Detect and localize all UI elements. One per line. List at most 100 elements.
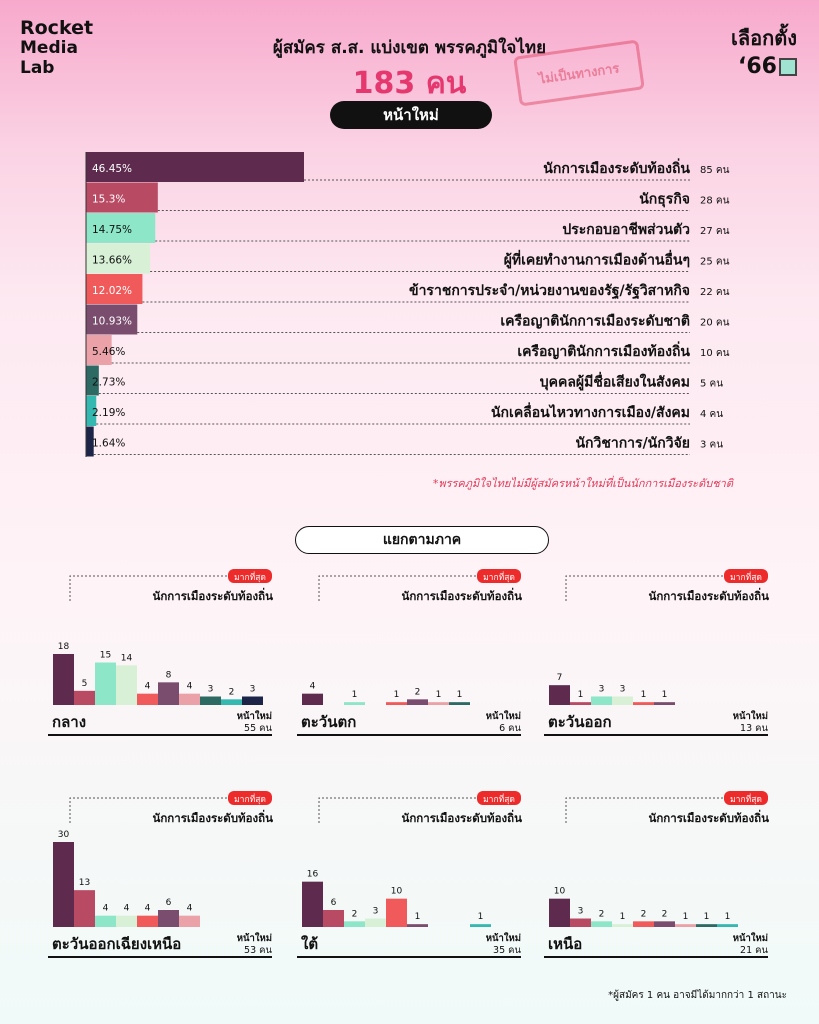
- region-bar-value: 4: [124, 904, 130, 914]
- election-badge: เลือกตั้ง ‘66: [731, 22, 797, 79]
- region-bar-value: 7: [557, 673, 563, 683]
- region-bar-value: 3: [620, 685, 626, 695]
- top-tag-badge: [724, 569, 768, 583]
- main-count-label: 85 คน: [700, 165, 730, 176]
- main-percent-label: 2.73%: [92, 377, 125, 389]
- region-bar-8: [200, 696, 221, 705]
- region-section-pill: แยกตามภาค: [295, 526, 549, 554]
- region-bar-value: 14: [121, 653, 133, 663]
- top-leader: [565, 797, 732, 823]
- region-bar-1: [302, 693, 323, 705]
- top-tag-label: มากที่สุด: [483, 793, 515, 805]
- main-category-label: นักเคลื่อนไหวทางการเมือง/สังคม: [491, 402, 690, 421]
- main-count-label: 28 คน: [700, 196, 730, 207]
- region-bar-9: [717, 924, 738, 927]
- top-category-label: นักการเมืองระดับท้องถิ่น: [401, 809, 522, 825]
- region-bar-6: [654, 702, 675, 705]
- region-bar-value: 3: [578, 907, 584, 917]
- region-name: ตะวันออกเฉียงเหนือ: [52, 935, 181, 953]
- main-category-label: บุคคลผู้มีชื่อเสียงในสังคม: [540, 372, 690, 391]
- region-bar-4: [116, 665, 137, 705]
- region-total-label: หน้าใหม่: [237, 710, 272, 722]
- top-category-label: นักการเมืองระดับท้องถิ่น: [152, 809, 273, 825]
- region-total-value: 53 คน: [244, 945, 272, 956]
- top-category-label: นักการเมืองระดับท้องถิ่น: [401, 587, 522, 603]
- top-tag-label: มากที่สุด: [730, 571, 762, 583]
- top-tag-badge: [228, 791, 272, 805]
- region-bar-4: [116, 915, 137, 927]
- region-bar-value: 1: [478, 912, 484, 922]
- region-bar-8: [449, 702, 470, 705]
- region-bar-value: 1: [394, 690, 400, 700]
- main-category-label: นักการเมืองระดับท้องถิ่น: [543, 158, 690, 177]
- region-bar-value: 10: [391, 887, 403, 897]
- region-bar-value: 1: [352, 690, 358, 700]
- region-bar-7: [428, 702, 449, 705]
- region-bar-value: 1: [620, 912, 626, 922]
- region-bar-1: [549, 898, 570, 927]
- main-bar-4: [86, 243, 151, 274]
- main-count-label: 4 คน: [700, 409, 723, 420]
- main-percent-label: 2.19%: [92, 407, 125, 419]
- region-panel-central: มากที่สุด นักการเมืองระดับท้องถิ่น 18 5 15 14…: [48, 566, 278, 756]
- region-bar-5: [137, 915, 158, 927]
- region-bar-value: 3: [208, 685, 214, 695]
- main-bar-9: [86, 396, 97, 426]
- region-bar-1: [53, 842, 74, 927]
- region-bar-3: [95, 915, 116, 927]
- top-leader: [318, 575, 485, 601]
- main-count-label: 5 คน: [700, 379, 723, 390]
- region-bar-value: 4: [187, 904, 193, 914]
- main-category-label: นักธุรกิจ: [639, 192, 690, 208]
- region-bar-6: [158, 682, 179, 705]
- badge-line-1: เลือกตั้ง: [731, 26, 797, 50]
- region-bar-3: [344, 921, 365, 927]
- region-total-label: หน้าใหม่: [733, 710, 768, 722]
- region-bar-value: 1: [578, 690, 584, 700]
- region-bar-value: 4: [310, 682, 316, 692]
- top-leader: [318, 797, 485, 823]
- region-bar-3: [591, 921, 612, 927]
- region-bar-9: [221, 699, 242, 705]
- top-tag-label: มากที่สุด: [234, 793, 266, 805]
- region-bar-value: 4: [103, 904, 109, 914]
- region-bar-3: [95, 662, 116, 705]
- region-bar-value: 2: [641, 909, 647, 919]
- region-total-label: หน้าใหม่: [733, 932, 768, 944]
- region-bar-5: [386, 702, 407, 705]
- top-tag-badge: [477, 569, 521, 583]
- region-bar-value: 4: [187, 682, 193, 692]
- brand-line-1: Rocket: [20, 17, 94, 39]
- top-tag-label: มากที่สุด: [730, 793, 762, 805]
- region-bar-value: 2: [599, 909, 605, 919]
- region-bar-6: [407, 924, 428, 927]
- main-category-label: นักวิชาการ/นักวิจัย: [575, 436, 690, 452]
- region-bar-value: 2: [352, 909, 358, 919]
- footnote: *ผู้สมัคร 1 คน อาจมีได้มากกว่า 1 สถานะ: [608, 990, 787, 1001]
- region-name: ตะวันออก: [548, 713, 612, 731]
- top-tag-label: มากที่สุด: [483, 571, 515, 583]
- top-tag-badge: [724, 791, 768, 805]
- main-percent-label: 1.64%: [92, 438, 125, 450]
- page-title: ผู้สมัคร ส.ส. แบ่งเขต พรรคภูมิใจไทย: [272, 38, 547, 58]
- region-bar-7: [675, 924, 696, 927]
- section-pill: หน้าใหม่: [330, 101, 492, 129]
- region-bar-7: [179, 693, 200, 705]
- region-bar-value: 1: [662, 690, 668, 700]
- region-bar-2: [74, 690, 95, 705]
- region-bar-1: [549, 685, 570, 705]
- top-leader: [565, 575, 732, 601]
- main-percent-label: 46.45%: [92, 163, 132, 175]
- main-count-label: 20 คน: [700, 318, 730, 329]
- main-bar-1: [86, 152, 304, 182]
- region-bar-4: [612, 696, 633, 705]
- brand-logo: Rocket Media Lab: [20, 18, 93, 78]
- region-bar-value: 1: [415, 912, 421, 922]
- brand-line-2: Media: [20, 38, 78, 58]
- main-percent-label: 15.3%: [92, 194, 125, 206]
- region-bar-8: [696, 924, 717, 927]
- top-leader: [69, 797, 236, 823]
- main-bar-chart: 46.45% นักการเมืองระดับท้องถิ่น 85 คน 15.3%…: [85, 152, 730, 457]
- main-category-label: ประกอบอาชีพส่วนตัว: [562, 222, 690, 238]
- region-bar-value: 16: [307, 870, 319, 880]
